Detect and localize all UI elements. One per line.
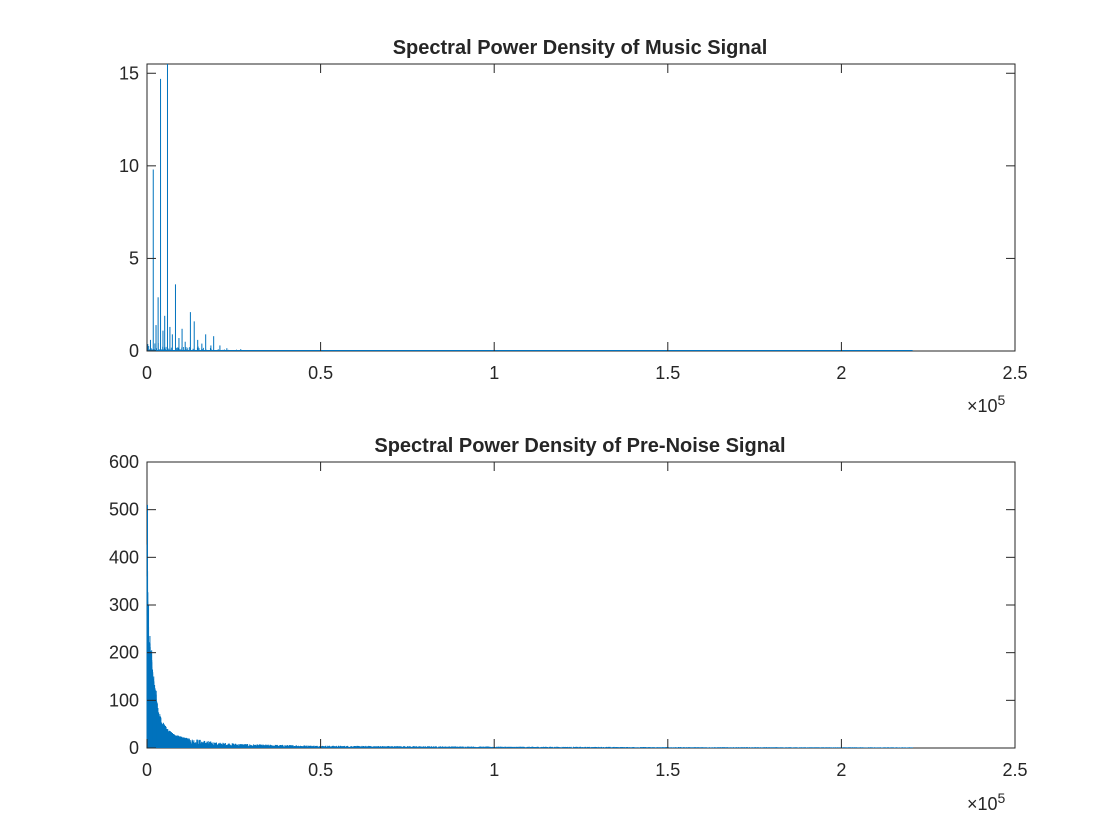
chart-title-pre-noise: Spectral Power Density of Pre-Noise Sign… [374, 435, 785, 457]
x-exponent-base-music: ×10 [967, 396, 998, 416]
axes-music-signal: Spectral Power Density of Music Signal 0… [119, 37, 1028, 416]
y-tick-label: 5 [129, 248, 139, 268]
x-exponent-power-music: 5 [998, 392, 1006, 408]
plot-area-music [146, 63, 1016, 352]
chart-title-music: Spectral Power Density of Music Signal [393, 37, 768, 59]
plot-area-pre-noise [146, 461, 1016, 749]
svg-text:×105: ×105 [967, 392, 1006, 416]
x-tick-label: 2 [836, 363, 846, 383]
svg-text:×105: ×105 [967, 790, 1006, 814]
y-tick-label: 400 [109, 547, 139, 567]
y-tick-label: 100 [109, 690, 139, 710]
x-tick-label: 1.5 [655, 363, 680, 383]
x-tick-label: 0 [142, 760, 152, 780]
x-tick-label: 1.5 [655, 760, 680, 780]
x-tick-label: 1 [489, 760, 499, 780]
y-tick-label: 10 [119, 156, 139, 176]
y-tick-label: 500 [109, 500, 139, 520]
series-pre-noise-spectrum [146, 504, 914, 748]
axes-pre-noise-signal: Spectral Power Density of Pre-Noise Sign… [109, 435, 1028, 814]
x-tick-label: 2 [836, 760, 846, 780]
y-tick-label: 15 [119, 63, 139, 83]
x-tick-label: 2.5 [1002, 760, 1027, 780]
y-tick-label: 200 [109, 643, 139, 663]
x-tick-label: 0.5 [308, 760, 333, 780]
y-tick-label: 0 [129, 738, 139, 758]
series-music-spectrum [146, 64, 913, 351]
x-tick-label: 2.5 [1002, 363, 1027, 383]
x-exponent-power-pre-noise: 5 [998, 790, 1006, 806]
x-exponent-label-music: ×105 [967, 392, 1006, 416]
x-exponent-label-pre-noise: ×105 [967, 790, 1006, 814]
x-tick-label: 0.5 [308, 363, 333, 383]
x-tick-label: 1 [489, 363, 499, 383]
y-tick-label: 600 [109, 452, 139, 472]
axis-ticks-music: 0 0.5 1 1.5 2 2.5 0 5 10 15 [119, 63, 1028, 383]
y-tick-label: 0 [129, 341, 139, 361]
x-tick-label: 0 [142, 363, 152, 383]
axis-ticks-pre-noise: 0 0.5 1 1.5 2 2.5 0 100 200 300 400 500 600 [109, 452, 1028, 780]
y-tick-label: 300 [109, 595, 139, 615]
x-exponent-base-pre-noise: ×10 [967, 794, 998, 814]
